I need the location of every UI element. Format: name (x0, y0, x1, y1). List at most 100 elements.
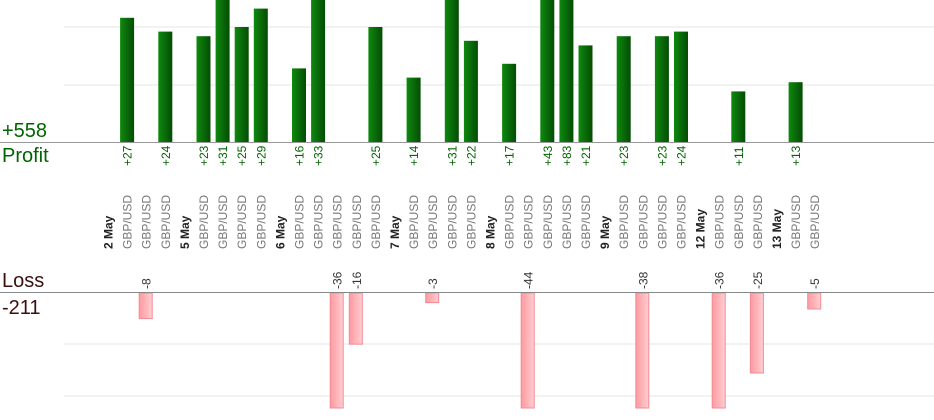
date-tick-label: 7 May (388, 215, 402, 249)
loss-data-label: -5 (808, 278, 822, 289)
profit-data-label: +23 (617, 145, 631, 166)
trade-tick-label: GBP/USD (655, 195, 669, 249)
date-tick-label: 8 May (484, 215, 498, 249)
trade-tick-label: GBP/USD (560, 195, 574, 249)
profit-bars (120, 0, 803, 143)
profit-data-label: +24 (159, 145, 173, 166)
trade-tick-label: GBP/USD (312, 195, 326, 249)
loss-bar (520, 292, 535, 409)
loss-data-label: -25 (751, 271, 765, 289)
loss-bar (749, 292, 764, 374)
profit-data-label: +23 (655, 145, 669, 166)
trade-tick-label: GBP/USD (445, 195, 459, 249)
profit-bar (540, 0, 555, 142)
profit-bar (444, 0, 459, 142)
date-tick-label: 13 May (770, 209, 784, 249)
loss-data-label: -36 (331, 271, 345, 289)
profit-bar (674, 31, 688, 143)
loss-data-label: -16 (350, 271, 364, 289)
trade-tick-label: GBP/USD (808, 195, 822, 249)
profit-data-label: +13 (789, 145, 803, 166)
trade-tick-label: GBP/USD (732, 195, 746, 249)
profit-data-label: +43 (541, 145, 555, 166)
loss-bars (138, 292, 822, 409)
loss-data-labels: -8 -36 -16 -3 -44 -38 -36 -25 -5 (140, 271, 823, 289)
trade-tick-label: GBP/USD (159, 195, 173, 249)
date-tick-label: 5 May (178, 215, 192, 249)
profit-bar (654, 36, 669, 143)
profit-data-label: +31 (445, 145, 459, 166)
trade-tick-label: GBP/USD (426, 195, 440, 249)
profit-bar (463, 40, 478, 142)
trade-tick-label: GBP/USD (331, 195, 345, 249)
profit-bar (215, 0, 230, 142)
loss-bar (348, 292, 363, 345)
trade-tick-label: GBP/USD (579, 195, 593, 249)
trade-tick-label: GBP/USD (121, 195, 135, 249)
profit-bar (253, 8, 268, 142)
profit-label: Profit (2, 145, 49, 167)
profit-bar (158, 31, 173, 143)
trade-tick-label: GBP/USD (235, 195, 249, 249)
trade-tick-label: GBP/USD (350, 195, 364, 249)
date-tick-label: 2 May (102, 215, 116, 249)
trade-tick-label: GBP/USD (522, 195, 536, 249)
loss-total: -211 (2, 297, 41, 319)
trade-tick-label: GBP/USD (293, 195, 307, 249)
loss-data-label: -3 (426, 278, 440, 289)
category-labels: 2 May GBP/USD GBP/USD GBP/USD 5 May GBP/USD GB… (102, 195, 823, 249)
trade-tick-label: GBP/USD (789, 195, 803, 249)
profit-data-label: +25 (235, 145, 249, 166)
profit-data-labels: +27 +24 +23 +31 +25 +29 +16 +33 +25 +14 +31 +22 +17 +… (121, 145, 803, 166)
profit-data-label: +33 (312, 145, 326, 166)
trade-tick-label: GBP/USD (254, 195, 268, 249)
profit-bar (311, 0, 326, 142)
trade-tick-label: GBP/USD (713, 195, 727, 249)
profit-data-label: +16 (293, 145, 307, 166)
profit-data-label: +22 (464, 145, 478, 166)
profit-bar (120, 17, 135, 142)
profit-bar (788, 82, 803, 142)
loss-label: Loss (2, 270, 45, 292)
loss-bar (807, 292, 822, 310)
loss-bar (329, 292, 344, 409)
profit-bar (292, 68, 306, 142)
loss-data-label: -8 (140, 278, 154, 289)
profit-bar (559, 0, 574, 142)
profit-data-label: +27 (121, 145, 135, 166)
loss-data-label: -38 (636, 271, 650, 289)
loss-bar (425, 292, 440, 304)
date-tick-label: 12 May (694, 209, 708, 249)
trade-tick-label: GBP/USD (541, 195, 555, 249)
profit-data-label: +83 (560, 145, 574, 166)
profit-data-label: +11 (732, 146, 746, 166)
trade-tick-label: GBP/USD (503, 195, 517, 249)
profit-data-label: +24 (675, 145, 689, 166)
profit-bar (368, 27, 383, 142)
profit-bar (196, 36, 211, 143)
trade-tick-label: GBP/USD (636, 195, 650, 249)
date-tick-label: 6 May (273, 215, 287, 249)
profit-data-label: +25 (369, 145, 383, 166)
axis-lines (0, 142, 934, 293)
loss-bar (138, 292, 153, 320)
trade-tick-label: GBP/USD (675, 195, 689, 249)
profit-bar (234, 27, 249, 142)
trade-tick-label: GBP/USD (369, 195, 383, 249)
profit-bar (616, 36, 631, 143)
date-tick-label: 9 May (598, 215, 612, 249)
loss-bar (635, 292, 650, 409)
profit-data-label: +23 (197, 145, 211, 166)
trade-tick-label: GBP/USD (407, 195, 421, 249)
profit-total: +558 (2, 120, 48, 142)
trade-tick-label: GBP/USD (464, 195, 478, 249)
trade-tick-label: GBP/USD (216, 195, 230, 249)
profit-data-label: +14 (407, 145, 421, 166)
profit-data-label: +29 (254, 145, 268, 166)
trade-tick-label: GBP/USD (197, 195, 211, 249)
profit-data-label: +21 (579, 145, 593, 166)
grid-lines (64, 26, 934, 397)
profit-bar (578, 45, 593, 142)
trade-tick-label: GBP/USD (140, 195, 154, 249)
